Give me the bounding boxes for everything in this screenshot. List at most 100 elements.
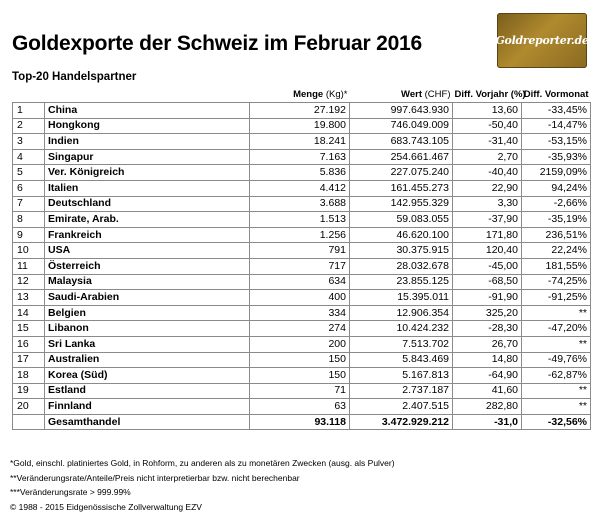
header-diff-vorjahr: Diff. Vorjahr (%)	[454, 89, 526, 100]
diff-vorjahr-cell: 41,60	[452, 382, 522, 400]
diff-vormonat-cell: -47,20%	[521, 320, 591, 337]
rank-cell: 13	[12, 289, 45, 306]
diff-vormonat-cell: 22,24%	[521, 242, 591, 259]
diff-vormonat-cell: **	[521, 335, 591, 353]
footnotes: *Gold, einschl. platiniertes Gold, in Ro…	[10, 456, 395, 514]
diff-vorjahr-cell: 2,70	[452, 148, 522, 166]
rank-cell: 16	[12, 335, 45, 353]
menge-cell: 400	[249, 289, 350, 306]
diff-vormonat-cell: **	[521, 304, 591, 322]
diff-vorjahr-cell: 22,90	[452, 179, 522, 197]
menge-cell: 1.256	[249, 226, 350, 244]
diff-vorjahr-cell: -45,00	[452, 257, 522, 275]
rank-cell: 8	[12, 211, 45, 228]
rank-cell: 2	[12, 117, 45, 135]
wert-cell: 7.513.702	[349, 335, 453, 353]
table-row: 5 Ver. Königreich 5.836 227.075.240 -40,40 21…	[12, 164, 591, 181]
header-rank	[13, 86, 45, 103]
country-cell: Libanon	[44, 320, 250, 337]
table-row: 8 Emirate, Arab. 1.513 59.083.055 -37,90 -35,…	[12, 211, 591, 228]
logo-text: Goldreporter.de	[495, 34, 589, 47]
country-cell: Deutschland	[44, 195, 250, 213]
rank-cell: 7	[12, 195, 45, 213]
table-row: 14 Belgien 334 12.906.354 325,20 **	[12, 304, 591, 322]
rank-cell: 3	[12, 133, 45, 150]
menge-cell: 1.513	[249, 211, 350, 228]
rank-cell: 5	[12, 164, 45, 181]
menge-cell: 27.192	[249, 102, 350, 119]
diff-vorjahr-cell: 282,80	[452, 398, 522, 415]
trade-partner-table: Menge (Kg)* Wert (CHF) Diff. Vorjahr (%)…	[12, 86, 591, 431]
table-row: 17 Australien 150 5.843.469 14,80 -49,76%	[12, 351, 591, 369]
country-cell: Malaysia	[44, 273, 250, 291]
diff-vorjahr-cell: 120,40	[452, 242, 522, 259]
goldreporter-logo: Goldreporter.de	[495, 13, 589, 68]
wert-cell: 5.843.469	[349, 351, 453, 369]
footnote: ***Veränderungsrate > 999.99%	[10, 487, 131, 498]
country-cell: USA	[44, 242, 250, 259]
country-cell: Saudi-Arabien	[44, 289, 250, 306]
country-cell: Belgien	[44, 304, 250, 322]
table-row: 15 Libanon 274 10.424.232 -28,30 -47,20%	[12, 320, 591, 337]
diff-vorjahr-cell: 13,60	[452, 102, 522, 119]
diff-vormonat-cell: -35,19%	[521, 211, 591, 228]
wert-cell: 10.424.232	[349, 320, 453, 337]
country-cell: Indien	[44, 133, 250, 150]
diff-vorjahr-cell: -31,40	[452, 133, 522, 150]
menge-cell: 274	[249, 320, 350, 337]
menge-cell: 150	[249, 351, 350, 369]
diff-vorjahr-cell: 171,80	[452, 226, 522, 244]
diff-vorjahr-cell: -50,40	[452, 117, 522, 135]
rank-cell: 6	[12, 179, 45, 197]
wert-cell: 2.737.187	[349, 382, 453, 400]
menge-cell: 717	[249, 257, 350, 275]
total-diff-vormonat-cell: -32,56%	[521, 413, 591, 431]
rank-cell: 15	[12, 320, 45, 337]
table-row: 13 Saudi-Arabien 400 15.395.011 -91,90 -91,25…	[12, 289, 591, 306]
country-cell: China	[44, 102, 250, 119]
footnote: **Veränderungsrate/Anteile/Preis nicht i…	[10, 472, 300, 483]
rank-cell: 12	[12, 273, 45, 291]
table-row: 16 Sri Lanka 200 7.513.702 26,70 **	[12, 335, 591, 353]
menge-cell: 19.800	[249, 117, 350, 135]
wert-cell: 997.643.930	[349, 102, 453, 119]
country-cell: Australien	[44, 351, 250, 369]
table-row: 19 Estland 71 2.737.187 41,60 **	[12, 382, 591, 400]
diff-vorjahr-cell: 26,70	[452, 335, 522, 353]
table-row: 18 Korea (Süd) 150 5.167.813 -64,90 -62,87%	[12, 367, 591, 384]
country-cell: Hongkong	[44, 117, 250, 135]
table-row: 6 Italien 4.412 161.455.273 22,90 94,24%	[12, 179, 591, 197]
diff-vorjahr-cell: 325,20	[452, 304, 522, 322]
diff-vormonat-cell: 94,24%	[521, 179, 591, 197]
wert-cell: 5.167.813	[349, 367, 453, 384]
menge-cell: 791	[249, 242, 350, 259]
menge-cell: 63	[249, 398, 350, 415]
table-header-row: Menge (Kg)* Wert (CHF) Diff. Vorjahr (%)…	[13, 86, 591, 103]
wert-cell: 227.075.240	[349, 164, 453, 181]
menge-cell: 4.412	[249, 179, 350, 197]
diff-vormonat-cell: -14,47%	[521, 117, 591, 135]
diff-vormonat-cell: 181,55%	[521, 257, 591, 275]
wert-cell: 12.906.354	[349, 304, 453, 322]
total-row: Gesamthandel 93.118 3.472.929.212 -31,0 -32,…	[12, 413, 591, 431]
menge-cell: 634	[249, 273, 350, 291]
wert-cell: 23.855.125	[349, 273, 453, 291]
wert-cell: 254.661.467	[349, 148, 453, 166]
menge-cell: 71	[249, 382, 350, 400]
table-row: 1 China 27.192 997.643.930 13,60 -33,45%	[12, 102, 591, 119]
country-cell: Estland	[44, 382, 250, 400]
diff-vormonat-cell: -2,66%	[521, 195, 591, 213]
table-row: 10 USA 791 30.375.915 120,40 22,24%	[12, 242, 591, 259]
diff-vormonat-cell: -62,87%	[521, 367, 591, 384]
country-cell: Korea (Süd)	[44, 367, 250, 384]
total-menge-cell: 93.118	[249, 413, 350, 431]
rank-cell: 20	[12, 398, 45, 415]
total-rank-cell	[12, 413, 45, 431]
diff-vorjahr-cell: 3,30	[452, 195, 522, 213]
country-cell: Sri Lanka	[44, 335, 250, 353]
table-row: 3 Indien 18.241 683.743.105 -31,40 -53,15%	[12, 133, 591, 150]
table-row: 12 Malaysia 634 23.855.125 -68,50 -74,25%	[12, 273, 591, 291]
total-wert-cell: 3.472.929.212	[349, 413, 453, 431]
rank-cell: 17	[12, 351, 45, 369]
menge-cell: 200	[249, 335, 350, 353]
